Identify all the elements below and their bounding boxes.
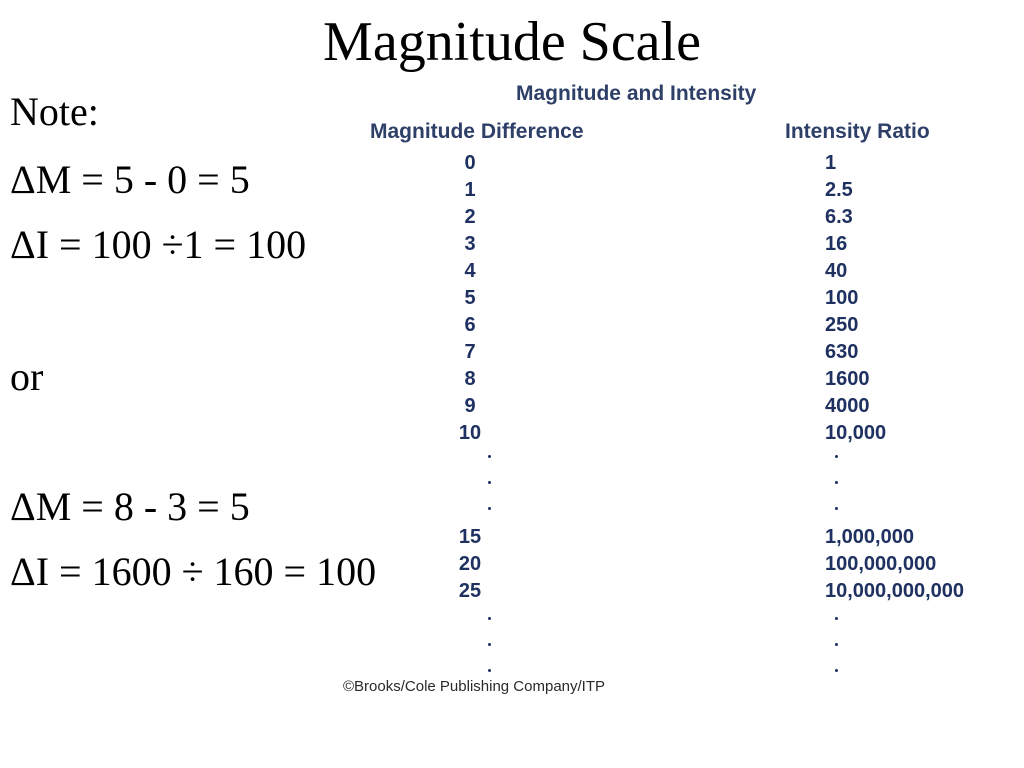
magnitude-cell: 2 <box>464 206 476 228</box>
ellipsis-dot <box>835 455 838 458</box>
magnitude-cell: 7 <box>464 341 476 363</box>
magnitude-cell: 25 <box>458 580 482 602</box>
magnitude-cell: 3 <box>464 233 476 255</box>
intensity-cell: 250 <box>825 314 859 336</box>
intensity-cell: 100,000,000 <box>825 553 937 575</box>
ellipsis-dot <box>488 669 491 672</box>
note-label: Note: <box>10 89 99 134</box>
ellipsis-dot <box>488 481 491 484</box>
note-delta-i-1: ΔI = 100 ÷1 = 100 <box>10 222 307 267</box>
intensity-cell: 6.3 <box>825 206 853 228</box>
magnitude-cell: 10 <box>458 422 482 444</box>
magnitude-difference-header: Magnitude Difference <box>370 120 584 143</box>
ellipsis-dot <box>488 617 491 620</box>
magnitude-intensity-figure: Magnitude and Intensity Magnitude Differ… <box>340 78 1020 718</box>
ellipsis-dot <box>488 455 491 458</box>
ellipsis-dot <box>835 643 838 646</box>
intensity-cell: 40 <box>825 260 848 282</box>
magnitude-cell: 8 <box>464 368 476 390</box>
intensity-cell: 1,000,000 <box>825 526 914 548</box>
magnitude-cell: 4 <box>464 260 476 282</box>
intensity-cell: 1 <box>825 152 837 174</box>
ellipsis-dot <box>835 507 838 510</box>
intensity-cell: 4000 <box>825 395 870 417</box>
figure-title: Magnitude and Intensity <box>516 82 757 105</box>
magnitude-cell: 0 <box>464 152 476 174</box>
copyright-credit: ©Brooks/Cole Publishing Company/ITP <box>343 678 606 695</box>
ellipsis-dot <box>488 643 491 646</box>
intensity-cell: 10,000 <box>825 422 887 444</box>
magnitude-cell: 20 <box>458 553 482 575</box>
intensity-cell: 16 <box>825 233 848 255</box>
note-delta-m-2: ΔM = 8 - 3 = 5 <box>10 484 250 529</box>
magnitude-cell: 15 <box>458 526 482 548</box>
magnitude-cell: 6 <box>464 314 476 336</box>
intensity-cell: 10,000,000,000 <box>825 580 965 602</box>
ellipsis-dot <box>835 481 838 484</box>
ellipsis-dot <box>488 507 491 510</box>
intensity-cell: 630 <box>825 341 859 363</box>
magnitude-cell: 5 <box>464 287 476 309</box>
note-or: or <box>10 354 44 399</box>
intensity-cell: 2.5 <box>825 179 853 201</box>
intensity-cell: 100 <box>825 287 859 309</box>
magnitude-cell: 9 <box>464 395 476 417</box>
ellipsis-dot <box>835 669 838 672</box>
intensity-cell: 1600 <box>825 368 870 390</box>
magnitude-cell: 1 <box>464 179 476 201</box>
slide-title: Magnitude Scale <box>323 11 701 73</box>
note-delta-m-1: ΔM = 5 - 0 = 5 <box>10 157 250 202</box>
intensity-ratio-header: Intensity Ratio <box>785 120 930 143</box>
ellipsis-dot <box>835 617 838 620</box>
note-delta-i-2: ΔI = 1600 ÷ 160 = 100 <box>10 549 377 594</box>
